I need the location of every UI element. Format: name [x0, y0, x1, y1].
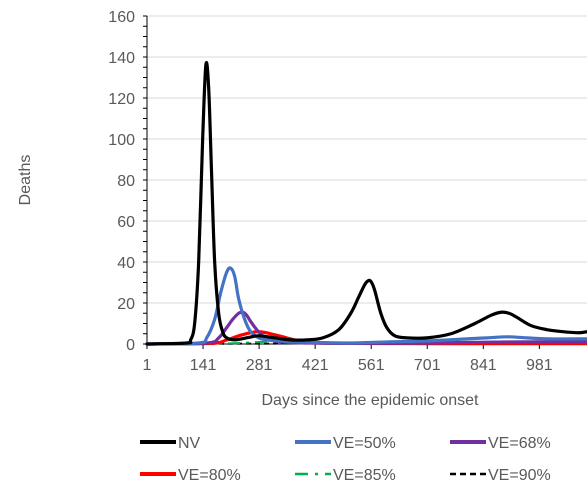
legend-label: VE=90% — [488, 467, 551, 484]
axes — [143, 15, 587, 349]
legend-item: VE=85% — [295, 467, 396, 484]
y-tick-label: 60 — [117, 214, 135, 231]
x-tick-label: 1 — [143, 357, 152, 374]
gridlines — [147, 15, 587, 304]
x-tick-label: 841 — [470, 357, 497, 374]
y-tick-label: 160 — [108, 9, 135, 26]
legend-item: VE=68% — [450, 435, 551, 452]
y-tick-label: 20 — [117, 296, 135, 313]
series-line-1 — [145, 61, 587, 346]
legend-label: VE=68% — [488, 435, 551, 452]
series-line-2 — [145, 266, 587, 346]
legend-label: NV — [178, 435, 201, 452]
x-tick-label: 141 — [190, 357, 217, 374]
legend-label: VE=85% — [333, 467, 396, 484]
y-tick-label: 40 — [117, 255, 135, 272]
tick-labels: 0 20 40 60 80 100 120 140 160 1 141 281 421 561 701 841… — [108, 9, 553, 374]
y-tick-label: 80 — [117, 173, 135, 190]
y-tick-label: 120 — [108, 91, 135, 108]
legend-item: NV — [140, 435, 201, 452]
y-tick-label: 100 — [108, 132, 135, 149]
x-tick-label: 701 — [414, 357, 441, 374]
x-tick-label: 981 — [526, 357, 553, 374]
y-axis-title: Deaths — [17, 155, 34, 206]
series-lines — [145, 61, 587, 346]
legend: NV VE=50% VE=68% VE=80% VE=85% VE=90% — [140, 435, 551, 484]
legend-item: VE=90% — [450, 467, 551, 484]
x-tick-label: 561 — [358, 357, 385, 374]
x-tick-label: 421 — [302, 357, 329, 374]
x-axis-title: Days since the epidemic onset — [262, 392, 480, 409]
legend-item: VE=50% — [295, 435, 396, 452]
y-tick-label: 0 — [126, 337, 135, 354]
legend-item: VE=80% — [140, 467, 241, 484]
legend-label: VE=80% — [178, 467, 241, 484]
x-tick-label: 281 — [246, 357, 273, 374]
legend-label: VE=50% — [333, 435, 396, 452]
y-tick-label: 140 — [108, 50, 135, 67]
